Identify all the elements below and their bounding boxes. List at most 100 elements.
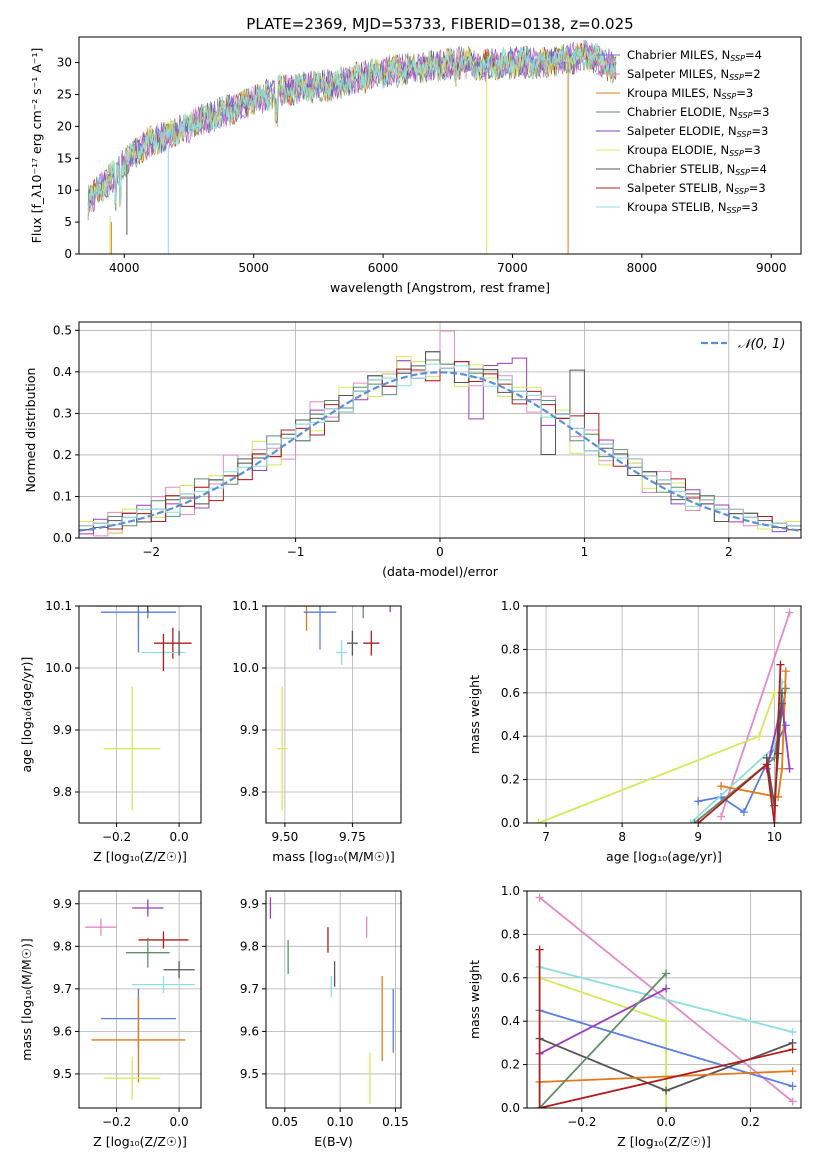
- axes-frame: [265, 605, 402, 824]
- y-tick-label: 0.8: [501, 642, 520, 656]
- y-axis-label: age [log₁₀(age/yr)]: [19, 657, 34, 773]
- x-tick-label: 1: [581, 545, 589, 559]
- y-tick-label: 0.6: [501, 686, 520, 700]
- y-tick-label: 0.1: [53, 489, 72, 503]
- y-tick-label: 9.9: [53, 897, 72, 911]
- plus-marker: [694, 797, 703, 806]
- y-tick-label: 15: [57, 151, 72, 165]
- y-tick-label: 10: [57, 183, 72, 197]
- x-tick-label: 2: [725, 545, 733, 559]
- x-tick-label: 0.15: [382, 1115, 409, 1129]
- plus-marker: [662, 969, 671, 978]
- y-tick-label: 9.5: [240, 1067, 259, 1081]
- legend-label: Kroupa ELODIE, NSSP=3: [627, 143, 761, 158]
- y-tick-label: 0.2: [53, 448, 72, 462]
- y-tick-label: 5: [64, 215, 72, 229]
- y-tick-label: 10.0: [232, 661, 259, 675]
- y-tick-label: 9.7: [53, 982, 72, 996]
- x-tick-label: 0.05: [271, 1115, 298, 1129]
- plus-marker: [535, 945, 544, 954]
- x-tick-label: 8: [618, 830, 626, 844]
- plot-area: [535, 893, 797, 1108]
- y-tick-label: 9.5: [53, 1067, 72, 1081]
- plus-marker: [717, 812, 726, 821]
- y-tick-label: 10.0: [45, 661, 72, 675]
- y-tick-label: 0.4: [501, 729, 520, 743]
- x-tick-label: 9000: [756, 261, 787, 275]
- axes-frame: [78, 605, 202, 824]
- plus-marker: [788, 1045, 797, 1054]
- plus-marker: [776, 660, 785, 669]
- legend-label: Kroupa STELIB, NSSP=3: [627, 200, 758, 215]
- plus-marker: [535, 1104, 544, 1108]
- y-tick-label: 0.6: [501, 971, 520, 985]
- y-tick-label: 9.8: [240, 939, 259, 953]
- x-tick-label: 0.10: [327, 1115, 354, 1129]
- y-axis-label: Flux [f_λ10⁻¹⁷ erg cm⁻² s⁻¹ A⁻¹]: [29, 48, 44, 244]
- plot-area: [79, 330, 801, 538]
- y-axis-label: mass weight: [467, 960, 482, 1039]
- x-tick-label: 0.0: [170, 1115, 189, 1129]
- y-axis-label: Normed distribution: [23, 368, 38, 493]
- mass-weight-line: [697, 664, 782, 823]
- x-tick-label: 5000: [238, 261, 269, 275]
- x-axis-label: Z [log₁₀(Z/Z☉)]: [93, 1134, 187, 1149]
- panel-age_vs_Z: −0.2 0.0 9.8 9.9 10.0 10.1 Z [log₁₀(Z/Z☉)] age …: [19, 599, 202, 864]
- legend-label: Salpeter ELODIE, NSSP=3: [627, 124, 768, 139]
- x-axis-label: Z [log₁₀(Z/Z☉)]: [93, 849, 187, 864]
- plus-marker: [770, 819, 779, 823]
- x-tick-label: −2: [142, 545, 160, 559]
- mass-weight-line: [539, 987, 667, 1055]
- plus-marker: [690, 819, 699, 823]
- x-tick-label: 4000: [109, 261, 140, 275]
- x-axis-label: age [log₁₀(age/yr)]: [606, 849, 722, 864]
- plus-marker: [534, 819, 543, 823]
- x-axis-label: E(B-V): [314, 1134, 353, 1149]
- y-tick-label: 0.0: [53, 531, 72, 545]
- plus-marker: [739, 808, 748, 817]
- y-tick-label: 10.1: [45, 599, 72, 613]
- y-tick-label: 9.7: [240, 982, 259, 996]
- x-tick-label: −0.2: [102, 830, 131, 844]
- y-tick-label: 1.0: [501, 599, 520, 613]
- plus-marker: [788, 1097, 797, 1106]
- panel-residual_histogram: −2 −1 0 1 2 0.0 0.1 0.2 0.3 0.4 0.5 (data-model)/er…: [23, 321, 802, 579]
- panel-mass_weight_vs_Z: −0.2 0.0 0.2 0.0 0.2 0.4 0.6 0.8 1.0 Z [log₁₀(Z/Z…: [467, 884, 802, 1149]
- y-axis-label: mass [log₁₀(M/M☉)]: [19, 938, 34, 1060]
- mass-weight-line: [539, 1070, 793, 1083]
- x-tick-label: 9: [694, 830, 702, 844]
- plot-area: [276, 606, 391, 811]
- y-tick-label: 25: [57, 87, 72, 101]
- x-tick-label: 8000: [627, 261, 658, 275]
- mass-weight-line: [720, 612, 791, 817]
- x-tick-label: 9.75: [339, 830, 366, 844]
- y-tick-label: 9.8: [53, 785, 72, 799]
- x-tick-label: 0: [436, 545, 444, 559]
- panel-age_vs_mass: 9.50 9.75 9.8 9.9 10.0 10.1 mass [log₁₀(M/M☉)]: [232, 599, 402, 864]
- plus-marker: [774, 749, 783, 758]
- mass-weight-line: [538, 949, 793, 1108]
- x-tick-label: 9.50: [272, 830, 299, 844]
- x-axis-label: mass [log₁₀(M/M☉)]: [272, 849, 394, 864]
- x-tick-label: 10: [767, 830, 782, 844]
- spectrum-line: [87, 42, 617, 213]
- x-axis-label: wavelength [Angstrom, rest frame]: [330, 280, 550, 295]
- legend-label: Salpeter STELIB, NSSP=3: [627, 181, 766, 196]
- x-tick-label: −0.2: [567, 1115, 596, 1129]
- plus-marker: [770, 688, 779, 697]
- y-tick-label: 9.8: [240, 785, 259, 799]
- figure-title: PLATE=2369, MJD=53733, FIBERID=0138, z=0…: [246, 15, 633, 33]
- x-axis-label: (data-model)/error: [382, 564, 499, 579]
- legend-label: Chabrier MILES, NSSP=4: [627, 48, 762, 63]
- plus-marker: [788, 1067, 797, 1076]
- axes-frame: [78, 36, 802, 255]
- plot-area: [94, 606, 192, 811]
- axes-frame: [526, 605, 802, 824]
- legend-label: 𝒩(0, 1): [738, 337, 785, 352]
- y-tick-label: 1.0: [501, 884, 520, 898]
- y-tick-label: 0.3: [53, 406, 72, 420]
- plus-marker: [785, 608, 794, 617]
- axes-frame: [526, 890, 802, 1109]
- y-tick-label: 0.4: [501, 1014, 520, 1028]
